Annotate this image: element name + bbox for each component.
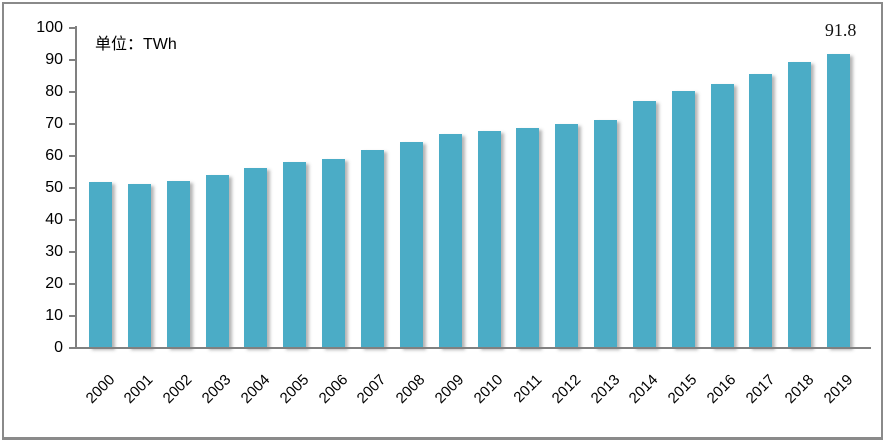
bar-2012 (555, 124, 579, 348)
y-axis-tick-label: 90 (45, 51, 63, 68)
y-axis-tick-label: 30 (45, 243, 63, 260)
bar-2013 (594, 120, 618, 348)
bar-2008 (399, 141, 423, 348)
bar-2001 (127, 183, 151, 348)
y-axis-tick-label: 100 (36, 19, 63, 36)
bar-2014 (632, 100, 656, 348)
bar-2011 (516, 127, 540, 348)
y-axis-tick (69, 187, 75, 189)
y-axis-tick (69, 59, 75, 61)
bar-2005 (283, 162, 307, 348)
bar-2002 (166, 180, 190, 348)
bar-2016 (710, 84, 734, 348)
y-axis-tick-label: 40 (45, 211, 63, 228)
y-axis-tick-label: 70 (45, 115, 63, 132)
y-axis-tick-label: 0 (54, 339, 63, 356)
y-axis-tick (69, 219, 75, 221)
y-axis-tick-label: 10 (45, 307, 63, 324)
bar-2017 (749, 74, 773, 348)
y-axis-tick-label: 60 (45, 147, 63, 164)
y-axis-tick (69, 27, 75, 29)
y-axis-line (75, 26, 77, 349)
y-axis-tick (69, 283, 75, 285)
bar-2010 (477, 130, 501, 348)
unit-label: 单位：TWh (95, 36, 177, 53)
y-axis-tick (69, 155, 75, 157)
bar-2018 (788, 61, 812, 348)
y-axis-tick-label: 50 (45, 179, 63, 196)
y-axis-tick (69, 91, 75, 93)
bar-2004 (244, 168, 268, 348)
bar-2006 (322, 158, 346, 348)
y-axis-tick (69, 315, 75, 317)
bar-2009 (438, 134, 462, 348)
y-axis-tick-label: 20 (45, 275, 63, 292)
y-axis-tick (69, 347, 75, 349)
y-axis-tick-label: 80 (45, 83, 63, 100)
bar-2000 (89, 182, 112, 348)
bar-value-label: 91.8 (824, 20, 857, 41)
y-axis-tick (69, 123, 75, 125)
bar-2015 (671, 90, 695, 348)
bar-2019 (827, 54, 851, 348)
bar-2003 (205, 175, 229, 348)
y-axis-tick (69, 251, 75, 253)
bar-2007 (360, 150, 384, 348)
x-axis-line (75, 347, 871, 349)
